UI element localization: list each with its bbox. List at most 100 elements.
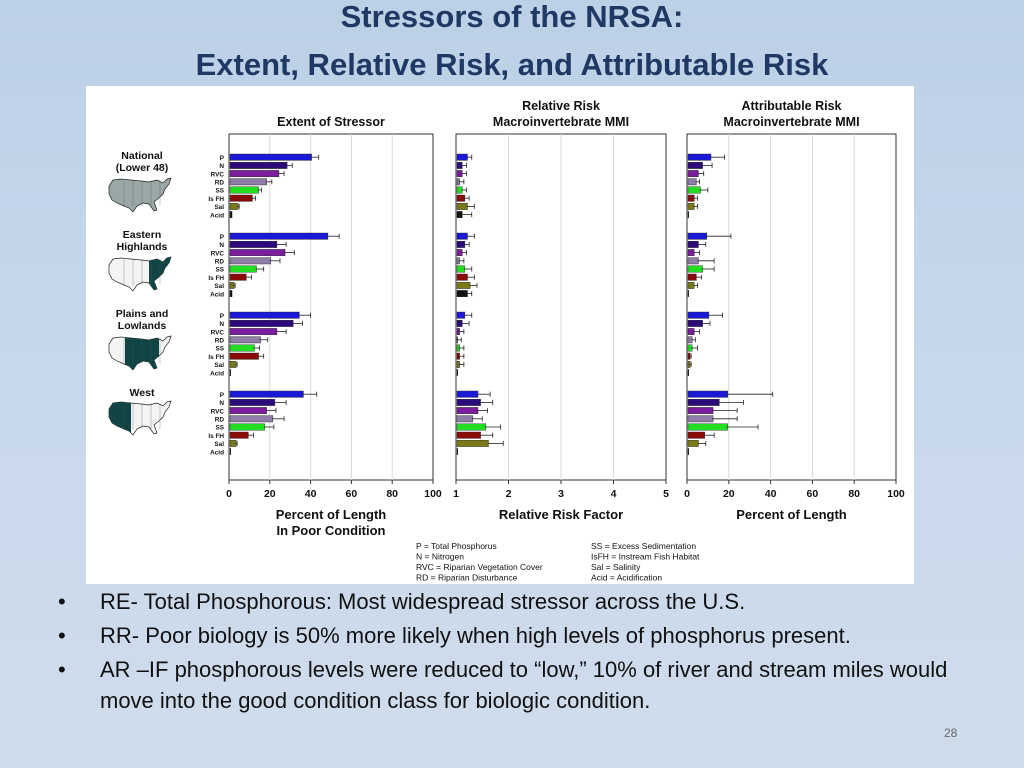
stressor-label: Sal [214,204,224,211]
data-bar [687,232,708,240]
stressor-label: SS [215,267,224,274]
data-bar [687,161,703,169]
data-bar [687,399,720,406]
tick-label: 60 [807,488,819,500]
stressor-label: Sal [214,283,224,290]
data-bar [229,178,267,186]
stressor-label: P [220,155,225,162]
bullet-item: AR –IF phosphorous levels were reduced t… [58,654,968,716]
data-bar [456,369,459,376]
tick-label: 3 [558,488,564,500]
data-bar [456,399,481,406]
us-map-eastern-highlands-icon [108,256,172,292]
tick-label: 20 [723,488,735,500]
data-bar [229,186,259,194]
data-bar [229,336,261,344]
region-label: Eastern Highlands [117,229,168,253]
data-bar [229,407,267,414]
data-bar [229,328,278,335]
data-bar [456,273,468,281]
data-bar [229,448,232,455]
data-bar [456,202,468,210]
panel-title: Attributable Risk Macroinvertebrate MMI [723,99,859,129]
data-bar [229,399,276,406]
data-bar [456,281,471,289]
stressor-label: Is FH [208,275,224,282]
legend-entry: Sal = Salinity [591,562,641,572]
data-bar [456,232,468,240]
data-bar [687,290,690,297]
data-bar [456,448,459,455]
slide-number: 28 [944,726,958,740]
axis-label: Percent of Length In Poor Condition [276,507,387,538]
panel-title: Relative Risk Macroinvertebrate MMI [493,99,629,129]
legend-entry: RD = Riparian Disturbance [416,573,518,583]
data-bar [456,153,468,161]
tick-label: 80 [386,488,398,500]
tick-label: 0 [226,488,232,500]
stressor-label: SS [215,188,224,195]
panel-title: Extent of Stressor [277,115,385,129]
data-bar [687,240,699,248]
data-bar [229,344,255,352]
data-bar [229,249,286,256]
stressor-label: RVC [211,171,225,178]
panel-frame [228,133,434,481]
data-bar [687,448,690,455]
axis-label: Relative Risk Factor [499,507,623,522]
us-map-west-icon [108,400,172,436]
data-bar [456,390,479,398]
data-bar [229,153,312,161]
tick-label: 0 [684,488,690,500]
legend-entry: N = Nitrogen [416,552,464,562]
stressor-label: RD [215,417,225,424]
data-bar [687,178,697,186]
data-bar [229,311,300,319]
legend-entry: RVC = Riparian Vegetation Cover [416,562,543,572]
data-bar [687,440,699,447]
stressor-label: N [219,242,224,249]
data-bar [456,290,468,297]
stressor-label: N [219,400,224,407]
stressor-label: Acid [210,370,224,377]
data-bar [687,211,690,219]
data-bar [229,390,304,398]
stressor-chart: 0 20 40 60 80 100 Extent of Stressor Percent of… [108,99,905,583]
data-bar [456,431,481,439]
tick-label: 100 [424,488,442,500]
data-bar [456,240,466,248]
data-bar [229,202,239,210]
stressor-label: RD [215,338,225,345]
data-bar [229,257,271,265]
stressor-label: P [220,234,225,241]
stressor-label: Sal [214,441,224,448]
data-bar [229,273,247,281]
data-bar [229,319,294,327]
region-label: National (Lower 48) [116,150,169,174]
axis-label: Percent of Length [736,507,847,522]
data-bar [687,431,705,439]
panel-frame [686,133,897,481]
us-map-plains-lowlands-icon [108,335,172,371]
data-bar [229,431,249,439]
data-bar [687,311,710,319]
data-bar [229,232,329,240]
data-bar [229,352,259,360]
tick-label: 60 [346,488,358,500]
tick-label: 20 [264,488,276,500]
tick-label: 80 [848,488,860,500]
stressor-label: P [220,392,225,399]
data-bar [229,240,278,248]
data-bar [687,186,701,194]
stressor-label: Is FH [208,196,224,203]
data-bar [687,369,690,376]
stressor-label: RVC [211,250,225,257]
bullet-item: RR- Poor biology is 50% more likely when… [58,620,968,651]
data-bar [456,265,466,273]
stressor-label: Is FH [208,354,224,361]
data-bar [687,390,728,398]
legend-entry: SS = Excess Sedimentation [591,541,696,551]
data-bar [456,194,466,202]
tick-label: 40 [305,488,317,500]
data-bar [687,265,703,273]
